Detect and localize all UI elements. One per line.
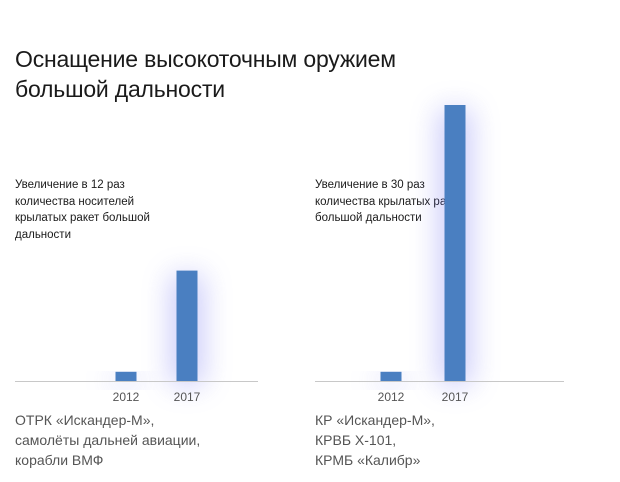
- caption-line: КРВБ Х-101,: [315, 432, 397, 448]
- annotation-missiles: Увеличение в 30 раз количества крылатых …: [315, 179, 463, 224]
- bar-2017: [176, 270, 198, 381]
- chart-panel-carriers: Увеличение в 12 раз количества носителей…: [0, 0, 300, 482]
- tick-label-2012: 2012: [113, 390, 140, 404]
- caption-line: КР «Искандер-М»,: [315, 412, 435, 428]
- bar-2012: [115, 371, 137, 381]
- caption-line: ОТРК «Искандер-М»,: [15, 412, 155, 428]
- tick-label-2017: 2017: [442, 390, 469, 404]
- bar-chart-carriers: 2012 2017: [15, 270, 258, 404]
- caption-missiles: КР «Искандер-М», КРВБ Х-101, КРМБ «Калиб…: [315, 410, 575, 470]
- annotation-carriers: Увеличение в 12 раз количества носителей…: [15, 179, 150, 241]
- caption-line: самолёты дальней авиации,: [15, 432, 201, 448]
- caption-carriers: ОТРК «Искандер-М», самолёты дальней авиа…: [15, 410, 275, 470]
- chart-title: Оснащение высокоточным оружием большой д…: [15, 46, 396, 102]
- bar-chart-missiles: 2012 2017: [315, 105, 564, 404]
- bar-2017: [444, 105, 466, 381]
- chart-panel-missiles: Увеличение в 30 раз количества крылатых …: [300, 0, 620, 482]
- tick-label-2017: 2017: [174, 390, 201, 404]
- caption-line: корабли ВМФ: [15, 452, 104, 468]
- caption-line: КРМБ «Калибр»: [315, 452, 421, 468]
- bar-2012: [380, 371, 402, 381]
- tick-label-2012: 2012: [378, 390, 405, 404]
